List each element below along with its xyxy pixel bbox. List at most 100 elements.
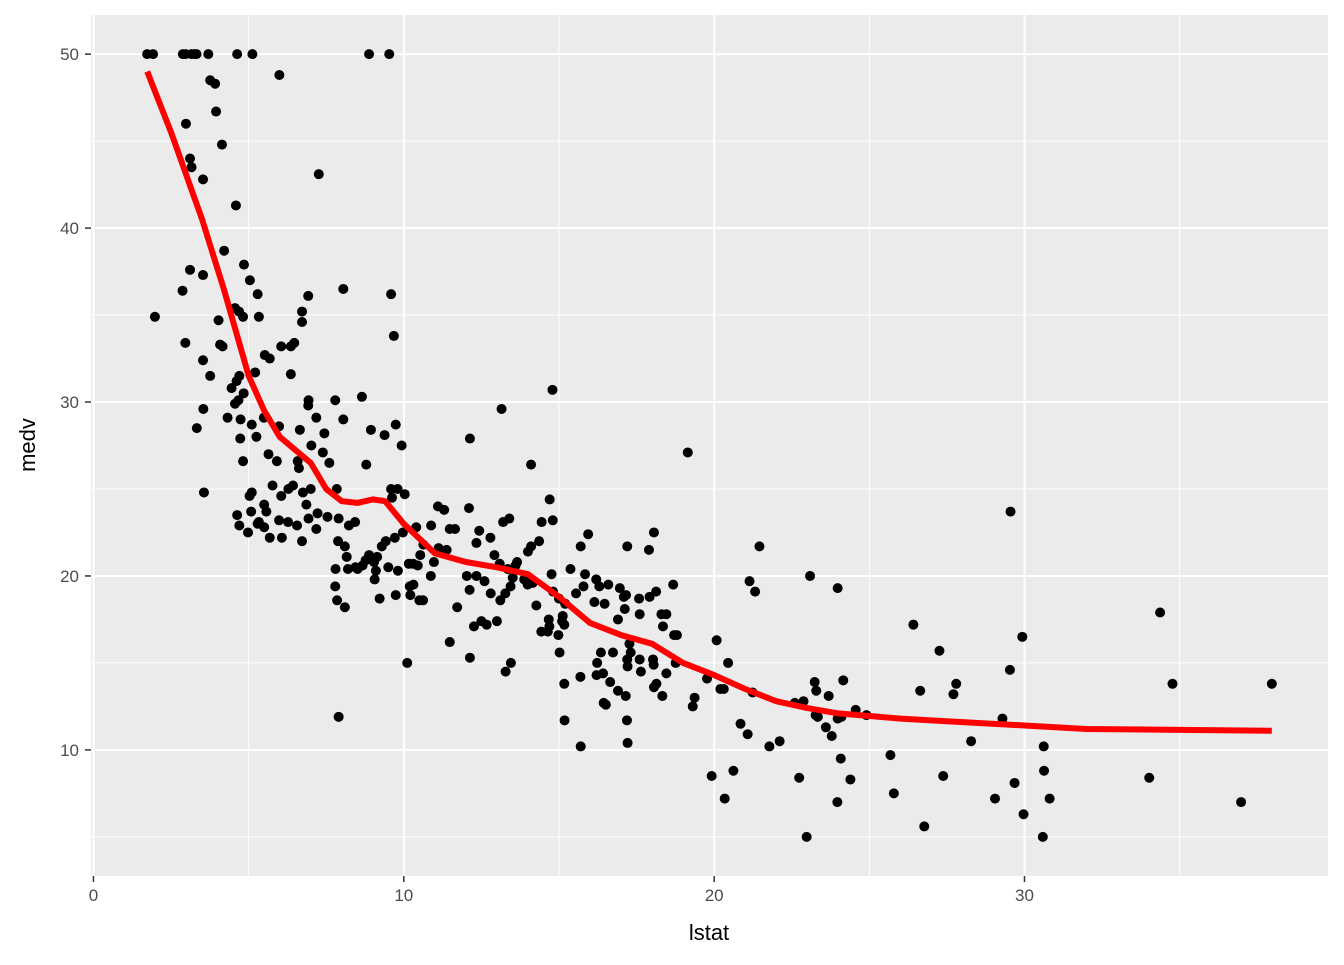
data-point (620, 690, 631, 701)
data-point (1044, 793, 1055, 804)
data-point (356, 391, 367, 402)
data-point (635, 666, 646, 677)
data-point (264, 532, 275, 543)
data-point (990, 793, 1001, 804)
data-point (389, 532, 400, 543)
data-point (211, 106, 222, 117)
data-point (301, 499, 312, 510)
data-point (399, 489, 410, 500)
data-point (826, 730, 837, 741)
data-point (386, 289, 397, 300)
data-point (571, 588, 582, 599)
y-axis-title: medv (15, 418, 40, 472)
data-point (657, 621, 668, 632)
y-tick-label: 20 (60, 567, 79, 586)
data-point (259, 522, 270, 533)
data-point (305, 483, 316, 494)
data-point (744, 576, 755, 587)
x-tick-label: 0 (89, 886, 98, 905)
data-point (546, 569, 557, 580)
data-point (657, 690, 668, 701)
data-point (526, 541, 537, 552)
data-point (444, 637, 455, 648)
data-point (622, 737, 633, 748)
data-point (1167, 678, 1178, 689)
data-point (232, 510, 243, 521)
data-point (324, 457, 335, 468)
data-point (719, 793, 730, 804)
data-point (621, 715, 632, 726)
data-point (376, 541, 387, 552)
data-point (624, 638, 635, 649)
data-point (612, 685, 623, 696)
data-point (439, 504, 450, 515)
data-point (603, 579, 614, 590)
data-point (1018, 809, 1029, 820)
data-point (339, 541, 350, 552)
data-point (559, 678, 570, 689)
data-point (338, 283, 349, 294)
data-point (592, 657, 603, 668)
data-point (580, 569, 591, 580)
data-point (619, 604, 630, 615)
data-point (607, 647, 618, 658)
data-point (297, 536, 308, 547)
data-point (1236, 797, 1247, 808)
data-point (213, 315, 224, 326)
data-point (379, 430, 390, 441)
data-point (332, 595, 343, 606)
data-point (801, 831, 812, 842)
data-point (369, 557, 380, 568)
data-point (203, 49, 214, 60)
data-point (948, 689, 959, 700)
data-point (217, 341, 228, 352)
data-point (392, 483, 403, 494)
data-point (361, 459, 372, 470)
data-point (774, 736, 785, 747)
data-point (244, 490, 255, 501)
data-point (418, 595, 429, 606)
data-point (464, 584, 475, 595)
data-point (246, 506, 257, 517)
y-tick-label: 40 (60, 219, 79, 238)
data-point (276, 341, 287, 352)
data-point (1005, 506, 1016, 517)
data-point (735, 718, 746, 729)
data-point (210, 78, 221, 89)
data-point (297, 306, 308, 317)
data-point (591, 670, 602, 681)
data-point (198, 403, 209, 414)
data-point (553, 630, 564, 641)
data-point (557, 610, 568, 621)
x-axis-title: lstat (689, 920, 729, 945)
data-point (234, 370, 245, 381)
data-point (464, 433, 475, 444)
data-point (474, 525, 485, 536)
data-point (288, 480, 299, 491)
data-point (742, 729, 753, 740)
data-point (951, 678, 962, 689)
y-tick-label: 50 (60, 45, 79, 64)
data-point (634, 593, 645, 604)
data-point (312, 508, 323, 519)
data-point (333, 513, 344, 524)
data-point (219, 245, 230, 256)
data-point (648, 527, 659, 538)
gridlines (91, 15, 1328, 876)
data-point (1017, 631, 1028, 642)
plot-panel (91, 15, 1328, 876)
data-point (845, 774, 856, 785)
data-point (293, 463, 304, 474)
data-point (505, 581, 516, 592)
data-point (339, 602, 350, 613)
data-point (668, 579, 679, 590)
data-point (565, 563, 576, 574)
data-point (370, 565, 381, 576)
data-point (471, 570, 482, 581)
data-point (333, 536, 344, 547)
data-point (612, 614, 623, 625)
data-point (526, 459, 537, 470)
data-point (832, 583, 843, 594)
data-point (500, 666, 511, 677)
data-point (342, 563, 353, 574)
